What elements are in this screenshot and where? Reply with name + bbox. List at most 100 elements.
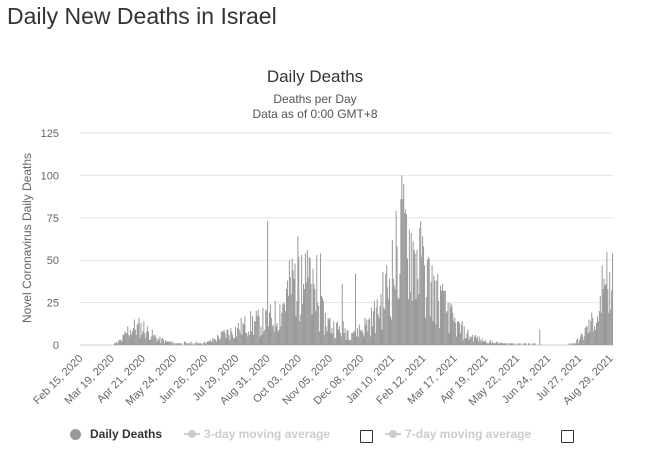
daily-deaths-bar[interactable] xyxy=(323,334,325,345)
daily-deaths-bar[interactable] xyxy=(164,343,166,345)
daily-deaths-bar[interactable] xyxy=(328,319,330,345)
daily-deaths-bar[interactable] xyxy=(414,253,416,345)
daily-deaths-bar[interactable] xyxy=(237,322,239,345)
daily-deaths-bar[interactable] xyxy=(520,343,522,345)
daily-deaths-bar[interactable] xyxy=(121,341,123,345)
daily-deaths-bar[interactable] xyxy=(303,289,305,345)
daily-deaths-bar[interactable] xyxy=(222,331,224,345)
daily-deaths-bar[interactable] xyxy=(234,326,236,345)
daily-deaths-bar[interactable] xyxy=(393,285,395,345)
daily-deaths-bar[interactable] xyxy=(131,334,133,345)
daily-deaths-bar[interactable] xyxy=(375,307,377,345)
daily-deaths-bar[interactable] xyxy=(462,339,464,345)
daily-deaths-bar[interactable] xyxy=(255,311,257,345)
daily-deaths-bar[interactable] xyxy=(402,199,404,345)
daily-deaths-bar[interactable] xyxy=(580,333,582,345)
daily-deaths-bar[interactable] xyxy=(317,302,319,345)
daily-deaths-bar[interactable] xyxy=(385,273,387,345)
daily-deaths-bar[interactable] xyxy=(117,341,119,345)
daily-deaths-bar[interactable] xyxy=(390,319,392,345)
daily-deaths-bar[interactable] xyxy=(381,329,383,345)
daily-deaths-bar[interactable] xyxy=(460,324,462,345)
daily-deaths-bar[interactable] xyxy=(606,251,608,345)
daily-deaths-bar[interactable] xyxy=(490,339,492,345)
daily-deaths-bar[interactable] xyxy=(459,333,461,345)
daily-deaths-bar[interactable] xyxy=(576,339,578,345)
daily-deaths-bar[interactable] xyxy=(340,336,342,345)
daily-deaths-bar[interactable] xyxy=(398,299,400,345)
daily-deaths-bar[interactable] xyxy=(372,311,374,345)
daily-deaths-bar[interactable] xyxy=(599,295,601,345)
daily-deaths-bar[interactable] xyxy=(284,304,286,345)
daily-deaths-bar[interactable] xyxy=(224,333,226,345)
daily-deaths-bar[interactable] xyxy=(352,333,354,345)
daily-deaths-bar[interactable] xyxy=(502,343,504,345)
daily-deaths-bar[interactable] xyxy=(439,328,441,345)
daily-deaths-bar[interactable] xyxy=(458,321,460,345)
checkbox-7-day-average[interactable] xyxy=(561,429,575,443)
daily-deaths-bar[interactable] xyxy=(410,233,412,345)
daily-deaths-bar[interactable] xyxy=(590,321,592,345)
daily-deaths-bar[interactable] xyxy=(213,339,215,345)
daily-deaths-bar[interactable] xyxy=(608,312,610,345)
daily-deaths-bar[interactable] xyxy=(351,333,353,345)
daily-deaths-bar[interactable] xyxy=(281,312,283,345)
daily-deaths-bar[interactable] xyxy=(129,336,131,345)
daily-deaths-bar[interactable] xyxy=(240,317,242,345)
daily-deaths-bar[interactable] xyxy=(583,336,585,345)
daily-deaths-bar[interactable] xyxy=(282,304,284,345)
daily-deaths-bar[interactable] xyxy=(603,278,605,345)
daily-deaths-bar[interactable] xyxy=(470,338,472,345)
daily-deaths-bar[interactable] xyxy=(161,338,163,345)
daily-deaths-bar[interactable] xyxy=(198,343,200,345)
daily-deaths-bar[interactable] xyxy=(354,331,356,345)
daily-deaths-bar[interactable] xyxy=(159,336,161,345)
daily-deaths-bar[interactable] xyxy=(592,317,594,345)
daily-deaths-bar[interactable] xyxy=(293,278,295,345)
daily-deaths-bar[interactable] xyxy=(286,280,288,345)
daily-deaths-bar[interactable] xyxy=(442,290,444,345)
daily-deaths-bar[interactable] xyxy=(225,338,227,345)
daily-deaths-bar[interactable] xyxy=(405,209,407,345)
daily-deaths-bar[interactable] xyxy=(360,331,362,345)
daily-deaths-bar[interactable] xyxy=(291,258,293,345)
daily-deaths-bar[interactable] xyxy=(302,304,304,345)
daily-deaths-bar[interactable] xyxy=(413,250,415,345)
daily-deaths-bar[interactable] xyxy=(500,341,502,345)
daily-deaths-bar[interactable] xyxy=(257,309,259,345)
daily-deaths-bar[interactable] xyxy=(277,331,279,345)
daily-deaths-bar[interactable] xyxy=(267,221,269,345)
legend-item-7-day-average[interactable]: 7-day moving average xyxy=(385,427,531,441)
daily-deaths-bar[interactable] xyxy=(436,280,438,345)
daily-deaths-bar[interactable] xyxy=(394,289,396,345)
daily-deaths-bar[interactable] xyxy=(287,295,289,345)
daily-deaths-bar[interactable] xyxy=(303,283,305,345)
daily-deaths-bar[interactable] xyxy=(361,329,363,345)
daily-deaths-bar[interactable] xyxy=(506,343,508,345)
daily-deaths-bar[interactable] xyxy=(597,321,599,345)
daily-deaths-bar[interactable] xyxy=(492,341,494,345)
daily-deaths-bar[interactable] xyxy=(210,341,212,345)
daily-deaths-bar[interactable] xyxy=(192,343,194,345)
daily-deaths-bar[interactable] xyxy=(260,326,262,345)
daily-deaths-bar[interactable] xyxy=(477,341,479,345)
daily-deaths-bar[interactable] xyxy=(344,328,346,345)
daily-deaths-bar[interactable] xyxy=(432,321,434,345)
daily-deaths-bar[interactable] xyxy=(415,299,417,345)
daily-deaths-bar[interactable] xyxy=(220,331,222,345)
daily-deaths-bar[interactable] xyxy=(334,338,336,345)
daily-deaths-bar[interactable] xyxy=(404,212,406,345)
daily-deaths-bar[interactable] xyxy=(518,343,520,345)
daily-deaths-bar[interactable] xyxy=(419,227,421,345)
daily-deaths-bar[interactable] xyxy=(156,341,158,345)
daily-deaths-bar[interactable] xyxy=(294,263,296,345)
daily-deaths-bar[interactable] xyxy=(339,333,341,345)
daily-deaths-bar[interactable] xyxy=(412,241,414,345)
daily-deaths-bar[interactable] xyxy=(609,272,611,345)
daily-deaths-bar[interactable] xyxy=(433,275,435,345)
daily-deaths-bar[interactable] xyxy=(261,334,263,345)
daily-deaths-bar[interactable] xyxy=(428,258,430,345)
checkbox-3-day-average[interactable] xyxy=(360,429,374,443)
daily-deaths-bar[interactable] xyxy=(114,343,116,345)
daily-deaths-bar[interactable] xyxy=(343,333,345,345)
